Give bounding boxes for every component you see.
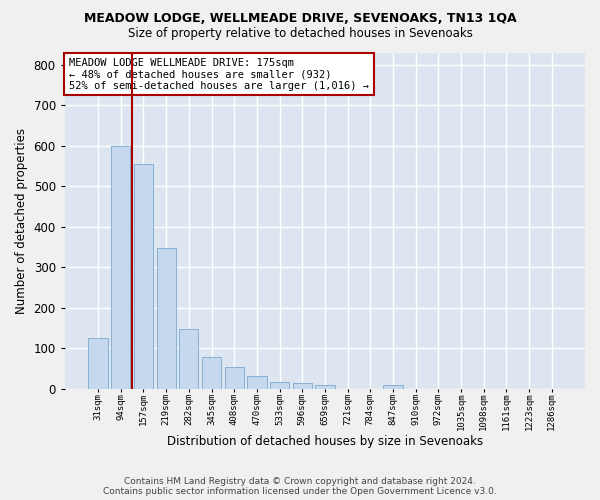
Y-axis label: Number of detached properties: Number of detached properties — [15, 128, 28, 314]
Text: Contains HM Land Registry data © Crown copyright and database right 2024.
Contai: Contains HM Land Registry data © Crown c… — [103, 476, 497, 496]
Bar — [202, 358, 221, 388]
Bar — [157, 248, 176, 388]
Bar — [247, 376, 266, 388]
Text: Size of property relative to detached houses in Sevenoaks: Size of property relative to detached ho… — [128, 28, 472, 40]
Text: MEADOW LODGE, WELLMEADE DRIVE, SEVENOAKS, TN13 1QA: MEADOW LODGE, WELLMEADE DRIVE, SEVENOAKS… — [83, 12, 517, 26]
Bar — [179, 328, 199, 388]
Bar — [270, 382, 289, 388]
Text: MEADOW LODGE WELLMEADE DRIVE: 175sqm
← 48% of detached houses are smaller (932)
: MEADOW LODGE WELLMEADE DRIVE: 175sqm ← 4… — [69, 58, 369, 90]
Bar — [383, 386, 403, 388]
X-axis label: Distribution of detached houses by size in Sevenoaks: Distribution of detached houses by size … — [167, 434, 483, 448]
Bar — [111, 146, 130, 388]
Bar — [88, 338, 108, 388]
Bar — [134, 164, 153, 388]
Bar — [293, 384, 312, 388]
Bar — [315, 386, 335, 388]
Bar — [224, 368, 244, 388]
